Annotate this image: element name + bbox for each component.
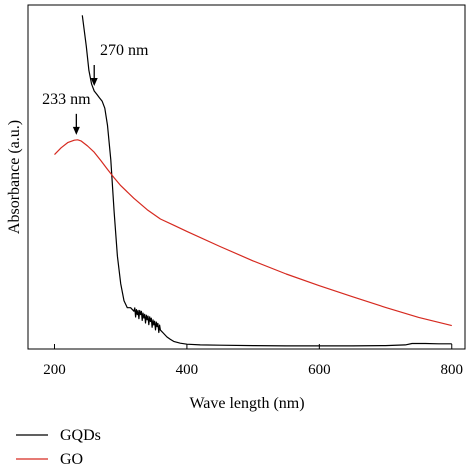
series-line-gqds: [81, 15, 452, 347]
plot-frame: [27, 4, 466, 350]
legend-label-go: GO: [60, 451, 83, 468]
y-axis-title: Absorbance (a.u.): [6, 120, 23, 234]
legend: GQDs GO: [16, 427, 101, 468]
annotation-arrow-head: [72, 126, 80, 135]
annotation-label: 270 nm: [100, 42, 149, 59]
x-tick-label-600: 600: [308, 362, 331, 378]
annotation-233-nm: 233 nm: [42, 91, 91, 135]
x-tick-label-400: 400: [176, 362, 199, 378]
series-line-go: [54, 139, 452, 327]
x-tick-label-200: 200: [43, 362, 66, 378]
annotation-270-nm: 270 nm: [90, 42, 149, 86]
annotations-layer: 233 nm 270 nm: [42, 42, 149, 135]
x-axis-title: Wave length (nm): [189, 395, 304, 412]
series-layer: [54, 15, 452, 347]
x-axis-ticks: 200 400 600 800: [43, 344, 463, 378]
x-tick-label-800: 800: [441, 362, 464, 378]
annotation-label: 233 nm: [42, 91, 91, 108]
annotation-arrow-head: [90, 78, 98, 86]
legend-label-gqds: GQDs: [60, 427, 101, 444]
